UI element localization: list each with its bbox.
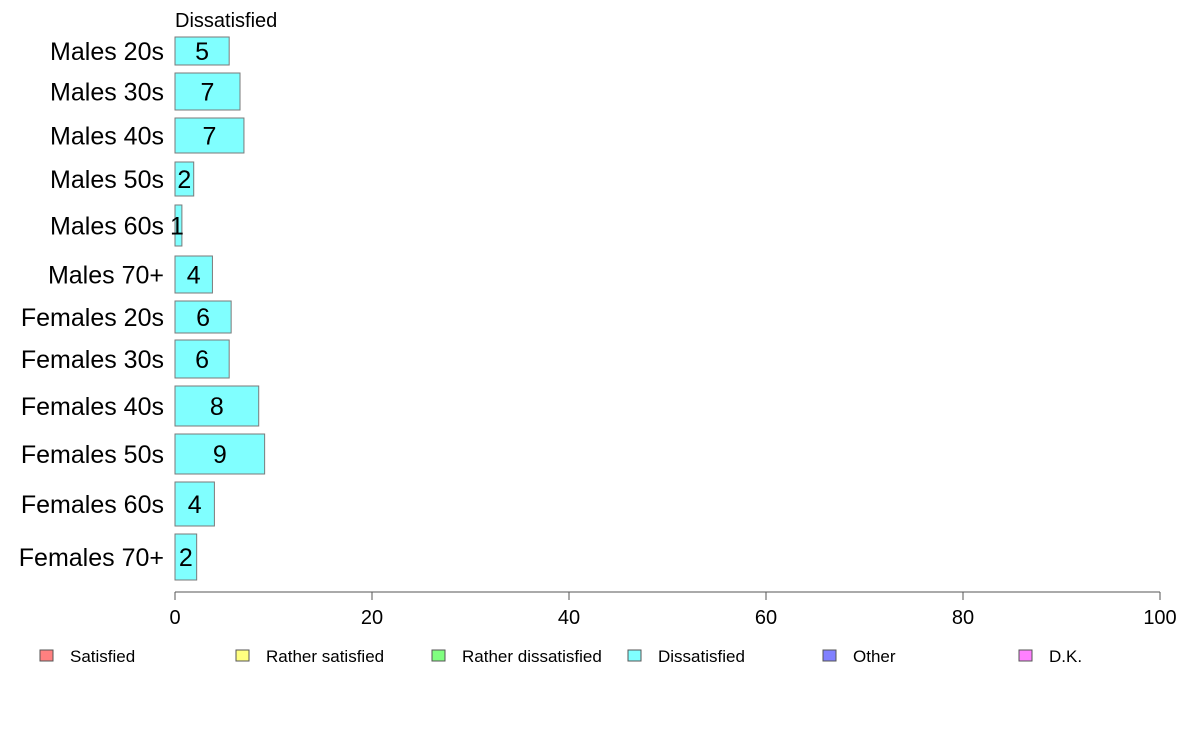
bar [174,204,183,247]
category-label: Males 30s [50,79,164,107]
category-label: Females 70+ [19,544,164,572]
bar [174,433,266,475]
bar-value-label: 4 [188,491,202,519]
bar-value-label: 5 [195,38,209,66]
legend-label: Rather satisfied [266,647,384,666]
x-tick-label: 60 [755,607,777,629]
bar [174,385,260,427]
legend-label: D.K. [1049,647,1082,666]
bar [174,481,215,527]
bar-value-label: 7 [201,79,215,107]
legend-label: Satisfied [70,647,135,666]
legend-swatch [235,649,250,662]
bar-value-label: 8 [210,393,224,421]
legend-label: Dissatisfied [658,647,745,666]
bar-value-label: 6 [196,304,210,332]
category-label: Females 40s [21,393,164,421]
legend-swatch [627,649,642,662]
x-tick-label: 80 [952,607,974,629]
bar-value-label: 2 [177,166,191,194]
bar-value-label: 1 [170,213,184,241]
category-label: Males 20s [50,38,164,66]
bar [174,36,230,66]
legend-swatch [1018,649,1033,662]
x-tick-label: 20 [361,607,383,629]
category-label: Females 60s [21,491,164,519]
legend-swatch [822,649,837,662]
bar [174,300,232,334]
bar-value-label: 2 [179,544,193,572]
x-tick-label: 100 [1143,607,1176,629]
bar-value-label: 9 [213,441,227,469]
category-label: Males 40s [50,123,164,151]
x-tick-label: 40 [558,607,580,629]
category-label: Females 50s [21,441,164,469]
bar-value-label: 7 [203,123,217,151]
series-title: Dissatisfied [175,10,277,32]
bar [174,72,241,111]
legend-label: Rather dissatisfied [462,647,602,666]
category-labels: Males 20s Males 30s Males 40s Males 50s Male… [19,38,164,572]
category-label: Males 50s [50,166,164,194]
bar [174,161,195,197]
category-label: Males 70+ [48,262,164,290]
x-tick-label: 0 [169,607,180,629]
legend: Satisfied Rather satisfied Rather dissatis… [39,647,1082,666]
category-label: Males 60s [50,213,164,241]
legend-swatch [39,649,54,662]
bar [174,339,230,379]
bar-value-label: 6 [195,346,209,374]
bar [174,533,198,581]
bar [174,255,213,294]
x-axis: 0 20 40 60 80 100 [169,591,1177,629]
legend-label: Other [853,647,896,666]
bar [174,117,245,154]
legend-swatch [431,649,446,662]
category-label: Females 20s [21,304,164,332]
bar-value-label: 4 [187,262,201,290]
category-label: Females 30s [21,346,164,374]
